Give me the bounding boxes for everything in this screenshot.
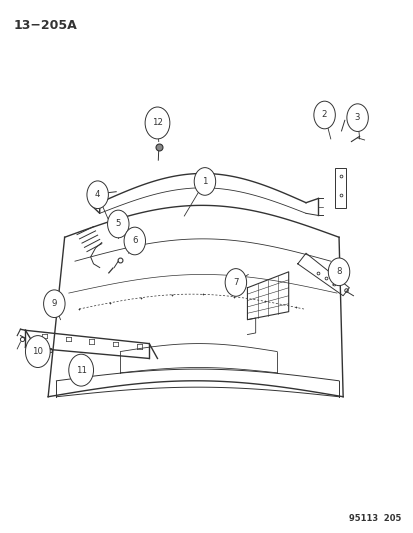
Bar [334,168,346,208]
Text: 9: 9 [52,299,57,308]
Text: 1: 1 [202,177,207,186]
Circle shape [124,227,145,255]
Circle shape [194,167,215,195]
Circle shape [225,269,246,296]
Circle shape [87,181,108,208]
Text: 3: 3 [354,113,359,122]
Circle shape [43,290,65,318]
Text: 6: 6 [132,237,137,246]
Text: 5: 5 [115,220,121,229]
Circle shape [313,101,335,129]
Text: 2: 2 [321,110,327,119]
Text: 10: 10 [32,347,43,356]
Text: 11: 11 [76,366,86,375]
Text: 8: 8 [335,268,341,276]
Circle shape [25,336,50,368]
Text: 13−205A: 13−205A [13,19,77,33]
Text: 7: 7 [233,278,238,287]
Circle shape [107,210,129,238]
Text: 95113  205: 95113 205 [348,514,400,523]
Circle shape [346,104,368,132]
Circle shape [69,354,93,386]
Text: 12: 12 [152,118,163,127]
Circle shape [145,107,169,139]
Circle shape [328,258,349,286]
Text: 4: 4 [95,190,100,199]
